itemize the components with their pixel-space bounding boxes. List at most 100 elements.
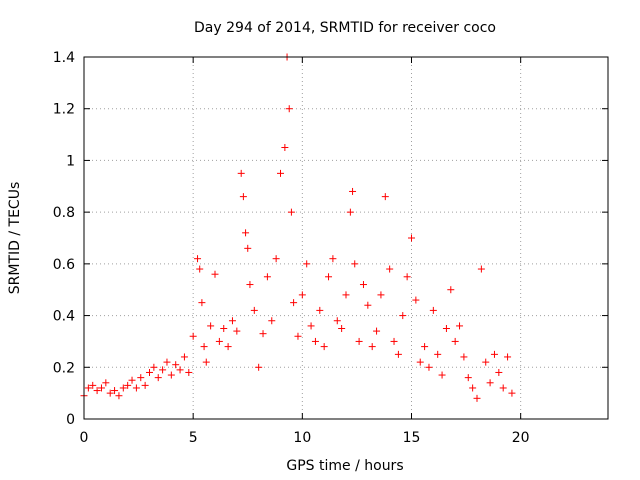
data-point [368,343,376,351]
y-tick-label: 0.8 [53,205,75,221]
data-point [246,281,254,289]
x-tick-label: 20 [512,430,530,446]
x-axis-label: GPS time / hours [286,458,403,474]
data-point [303,260,311,268]
data-point [364,301,372,309]
data-point [237,169,245,177]
data-point [394,350,402,358]
data-point [416,358,424,366]
data-point [211,270,219,278]
data-point [386,265,394,273]
data-point [106,389,114,397]
data-point [84,384,92,392]
data-point [285,105,293,113]
data-point [381,193,389,201]
y-tick-label: 1 [66,153,75,169]
data-point [233,327,241,335]
data-point [163,358,171,366]
data-point [128,376,136,384]
data-point [504,353,512,361]
data-point [132,384,140,392]
data-point [172,361,180,369]
data-point [196,265,204,273]
x-tick-label: 5 [189,430,198,446]
data-point [412,296,420,304]
data-point [185,368,193,376]
data-point [316,306,324,314]
x-tick-label: 15 [403,430,421,446]
data-point [447,286,455,294]
data-point [119,384,127,392]
data-points [80,53,516,402]
data-point [255,363,263,371]
data-point [277,169,284,177]
y-tick-label: 0 [66,412,75,428]
data-point [111,387,119,395]
data-point [215,337,223,345]
y-tick-label: 0.4 [53,309,75,325]
data-point [194,255,202,263]
data-point [281,144,289,151]
data-point [342,291,350,299]
data-point [272,255,280,263]
data-point [499,384,507,392]
data-point [290,299,298,307]
data-point [220,325,228,332]
y-tick-label: 1.2 [53,102,75,118]
data-point [333,317,341,325]
data-point [329,255,337,263]
data-point [338,325,346,332]
data-point [263,273,271,281]
data-point [434,350,442,358]
data-point [268,317,276,325]
data-point [421,343,429,351]
data-point [377,291,385,299]
data-point [359,281,367,289]
data-point [150,363,158,371]
data-point [176,366,184,374]
data-point [97,384,105,392]
data-point [482,358,490,366]
data-point [460,353,468,361]
data-point [451,337,459,345]
data-point [180,353,188,361]
data-point [298,291,306,299]
data-point [154,374,162,382]
data-point [473,394,481,402]
data-point [307,322,315,330]
y-tick-label: 0.6 [53,257,75,273]
data-point [124,381,132,389]
data-point [239,193,247,201]
data-point [373,327,381,335]
data-point [320,343,328,351]
data-point [244,244,252,252]
data-point [399,312,407,320]
chart-title: Day 294 of 2014, SRMTID for receiver coc… [194,20,496,36]
data-point [408,234,415,242]
data-point [259,330,267,338]
y-tick-label: 0.2 [53,360,75,376]
data-point [141,381,149,389]
y-tick-label: 1.4 [53,50,75,66]
data-point [425,363,433,371]
data-point [349,187,357,195]
data-point [508,389,516,397]
data-point [442,325,450,332]
x-tick-label: 0 [80,430,89,446]
data-point [200,343,208,351]
data-point [93,387,101,395]
data-point [325,273,333,281]
data-point [456,322,464,330]
data-point [294,332,302,340]
data-point [167,371,175,379]
plot-frame [83,56,609,420]
data-point [207,322,215,330]
data-point [159,366,167,374]
data-point [89,381,97,389]
axis-ticks: 0 0.2 0.4 0.6 0.8 1 1.2 1.4 0 5 10 15 20 [53,50,608,446]
data-point [390,337,398,345]
data-point [146,368,153,376]
data-point [429,306,437,314]
data-point [287,208,295,216]
